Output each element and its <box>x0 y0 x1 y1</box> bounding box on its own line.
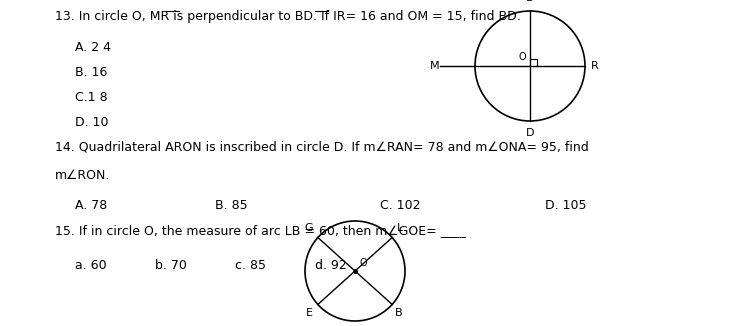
Text: 14. Quadrilateral ARON is inscribed in circle D. If m∠RAN= 78 and m∠ONA= 95, fin: 14. Quadrilateral ARON is inscribed in c… <box>55 141 589 154</box>
Text: B. 16: B. 16 <box>75 66 107 79</box>
Text: E: E <box>306 308 313 319</box>
Text: B: B <box>395 308 403 319</box>
Text: D. 10: D. 10 <box>75 116 109 129</box>
Text: D. 105: D. 105 <box>545 199 586 212</box>
Text: c. 85: c. 85 <box>235 259 266 272</box>
Text: 15. If in circle O, the measure of arc LB = 60, then m∠GOE= ____: 15. If in circle O, the measure of arc L… <box>55 224 466 237</box>
Text: 13. In circle O, MR is perpendicular to BD. If IR= 16 and OM = 15, find BD.: 13. In circle O, MR is perpendicular to … <box>55 10 520 23</box>
Text: b. 70: b. 70 <box>155 259 187 272</box>
Text: A. 78: A. 78 <box>75 199 107 212</box>
Text: R: R <box>591 61 598 71</box>
Text: G: G <box>304 223 313 232</box>
Text: B: B <box>526 0 534 3</box>
Text: C. 102: C. 102 <box>380 199 421 212</box>
Text: C.1 8: C.1 8 <box>75 91 108 104</box>
Text: D: D <box>526 128 534 138</box>
Text: L: L <box>398 223 404 232</box>
Text: d. 92: d. 92 <box>315 259 346 272</box>
Text: a. 60: a. 60 <box>75 259 106 272</box>
Text: A. 2 4: A. 2 4 <box>75 41 111 54</box>
Text: O: O <box>359 258 367 268</box>
Text: m∠RON.: m∠RON. <box>55 169 110 182</box>
Text: O: O <box>518 52 526 62</box>
Text: B. 85: B. 85 <box>215 199 248 212</box>
Text: M: M <box>430 61 439 71</box>
